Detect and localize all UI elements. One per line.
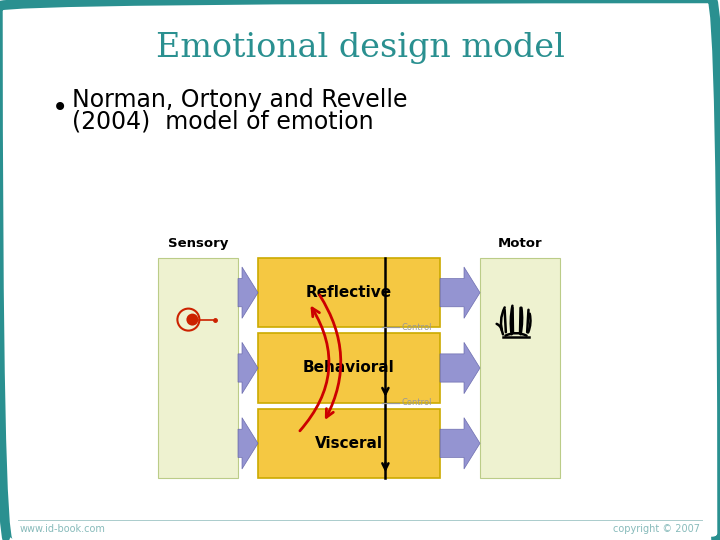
Circle shape: [186, 314, 199, 326]
Text: Visceral: Visceral: [315, 436, 383, 451]
Polygon shape: [238, 417, 258, 469]
Text: (2004)  model of emotion: (2004) model of emotion: [72, 110, 374, 134]
FancyBboxPatch shape: [258, 258, 440, 327]
Polygon shape: [440, 267, 480, 318]
Polygon shape: [440, 417, 480, 469]
Polygon shape: [440, 342, 480, 394]
FancyBboxPatch shape: [480, 258, 560, 478]
Text: www.id-book.com: www.id-book.com: [20, 524, 106, 534]
Text: Control: Control: [402, 398, 432, 407]
Text: Control: Control: [402, 323, 432, 332]
Text: Motor: Motor: [498, 237, 542, 250]
FancyBboxPatch shape: [158, 258, 238, 478]
Polygon shape: [238, 267, 258, 318]
Text: •: •: [52, 94, 68, 122]
Text: Emotional design model: Emotional design model: [156, 32, 564, 64]
Polygon shape: [238, 342, 258, 394]
Text: Norman, Ortony and Revelle: Norman, Ortony and Revelle: [72, 88, 408, 112]
Text: Behavioral: Behavioral: [303, 361, 395, 375]
Text: Reflective: Reflective: [306, 285, 392, 300]
Text: Sensory: Sensory: [168, 237, 228, 250]
FancyBboxPatch shape: [258, 333, 440, 403]
Text: copyright © 2007: copyright © 2007: [613, 524, 700, 534]
FancyBboxPatch shape: [258, 409, 440, 478]
